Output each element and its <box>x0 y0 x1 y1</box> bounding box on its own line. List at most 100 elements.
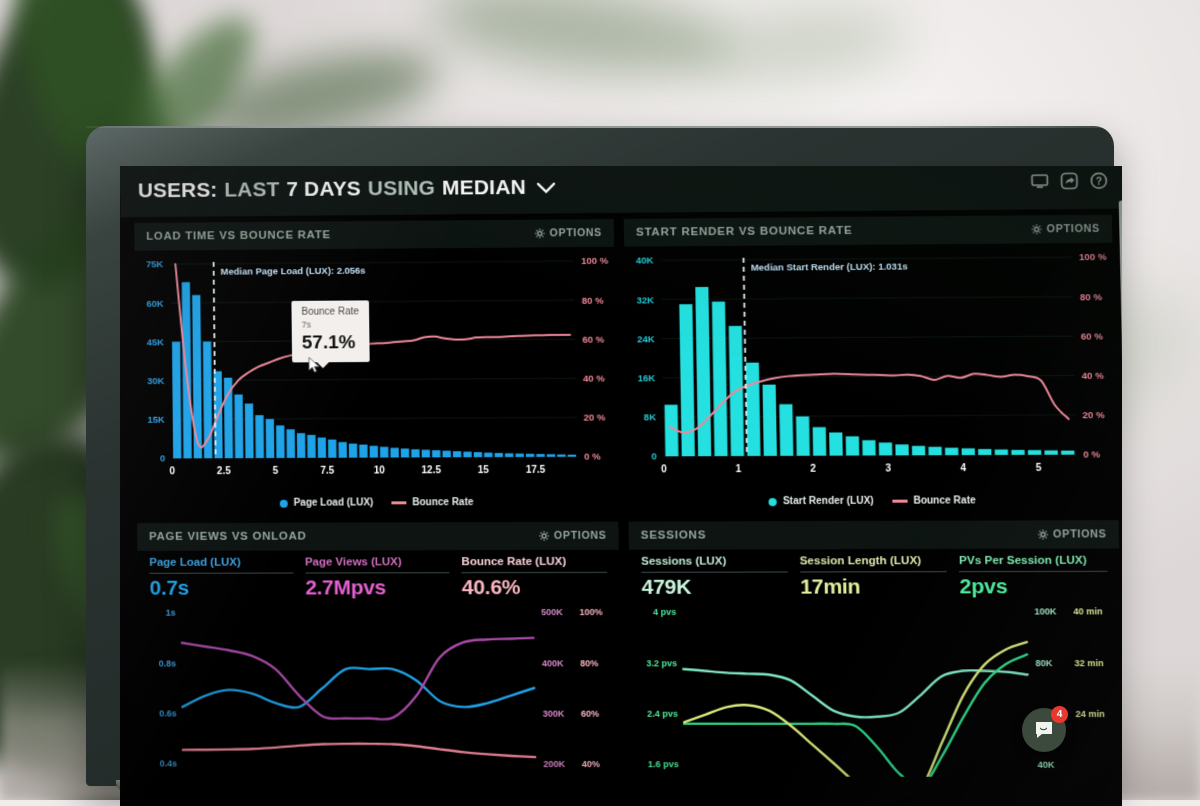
svg-text:4: 4 <box>960 463 966 474</box>
legend-item: Start Render (LUX) <box>768 495 874 508</box>
svg-text:40K: 40K <box>1037 760 1055 770</box>
metric-strip: Sessions (LUX) 479K Session Length (LUX)… <box>629 549 1120 600</box>
chat-unread-count: 4 <box>1051 706 1068 723</box>
title-days: 7 DAYS <box>286 177 362 201</box>
metric-label: Sessions (LUX) <box>641 555 727 568</box>
svg-text:17.5: 17.5 <box>526 465 546 476</box>
legend-label: Page Load (LUX) <box>293 497 374 509</box>
panel-title: START RENDER VS BOUNCE RATE <box>635 224 853 239</box>
metric-rule <box>641 571 788 573</box>
svg-text:100 %: 100 % <box>1079 252 1107 262</box>
metric-page-load: Page Load (LUX) 0.7s <box>149 557 294 601</box>
svg-text:45K: 45K <box>147 337 165 347</box>
svg-text:75K: 75K <box>146 260 164 270</box>
panel-start-render-vs-bounce-rate: START RENDER VS BOUNCE RATE OPTIONS 0 0 %… <box>623 214 1119 512</box>
svg-text:0.4s: 0.4s <box>160 759 178 769</box>
tooltip-value: 57.1% <box>301 332 356 354</box>
tooltip-sub: 7s <box>301 319 312 330</box>
title-metric: MEDIAN <box>441 175 527 200</box>
gear-icon <box>539 531 549 541</box>
share-icon[interactable] <box>1059 171 1080 191</box>
svg-text:60 %: 60 % <box>1081 331 1104 341</box>
laptop-screen: USERS: LAST 7 DAYS USING MEDIAN <box>120 166 1122 806</box>
metric-rule <box>461 571 608 574</box>
gear-icon <box>535 228 545 238</box>
svg-text:0: 0 <box>160 454 165 464</box>
chat-widget-button[interactable]: 4 <box>1022 706 1068 752</box>
tooltip-label: Bounce Rate <box>301 306 360 318</box>
options-button[interactable]: OPTIONS <box>534 227 602 239</box>
chart-load-time-vs-bounce-rate[interactable]: 0 0 % 15K 20 % 30K 40 % 45K 60 % 60K 80 % 75K 100 %… <box>134 246 619 514</box>
svg-text:15K: 15K <box>148 415 166 425</box>
svg-text:?: ? <box>1096 177 1102 188</box>
page-title[interactable]: USERS: LAST 7 DAYS USING MEDIAN <box>138 176 555 204</box>
svg-text:40 %: 40 % <box>1082 371 1105 381</box>
monitor-icon[interactable] <box>1029 171 1050 191</box>
metric-sessions: Sessions (LUX) 479K <box>641 555 788 600</box>
chat-bubble-icon <box>1036 722 1052 738</box>
svg-text:8K: 8K <box>644 412 657 422</box>
svg-text:5: 5 <box>273 466 279 477</box>
legend-line-icon <box>391 501 407 505</box>
metric-rule <box>149 572 294 574</box>
legend-label: Start Render (LUX) <box>782 495 874 508</box>
metric-rule <box>305 572 450 574</box>
help-icon[interactable]: ? <box>1088 171 1109 191</box>
chevron-down-icon[interactable] <box>537 176 555 200</box>
svg-text:3: 3 <box>885 463 891 474</box>
svg-text:40 %: 40 % <box>583 373 606 383</box>
chart-start-render-vs-bounce-rate[interactable]: 0 0 % 8K 20 % 16K 40 % 24K 60 % 32K 80 % 40K 100 % M… <box>624 242 1119 512</box>
panel-page-views-vs-onload: PAGE VIEWS VS ONLOAD OPTIONS Page Load (… <box>137 521 623 777</box>
svg-text:12.5: 12.5 <box>421 465 441 476</box>
svg-text:0: 0 <box>651 452 656 462</box>
metric-value: 479K <box>641 575 692 599</box>
legend-item: Page Load (LUX) <box>279 497 374 509</box>
svg-text:2: 2 <box>810 464 816 475</box>
svg-text:100 %: 100 % <box>581 256 609 266</box>
gear-icon <box>1031 224 1041 234</box>
metric-pvs-per-session: PVs Per Session (LUX) 2pvs <box>959 555 1108 600</box>
metric-value: 0.7s <box>149 576 190 600</box>
svg-text:40K: 40K <box>636 256 654 266</box>
svg-text:80 %: 80 % <box>1080 292 1103 302</box>
svg-text:60K: 60K <box>146 298 164 308</box>
gear-icon <box>1038 529 1048 539</box>
analytics-dashboard: USERS: LAST 7 DAYS USING MEDIAN <box>120 166 1122 806</box>
options-button[interactable]: OPTIONS <box>1038 528 1107 540</box>
options-label: OPTIONS <box>1046 222 1101 236</box>
dashboard-header: USERS: LAST 7 DAYS USING MEDIAN <box>120 166 1122 218</box>
options-button[interactable]: OPTIONS <box>539 530 607 542</box>
svg-text:5: 5 <box>1036 463 1042 474</box>
svg-text:100%: 100% <box>579 607 602 617</box>
metric-value: 2.7Mpvs <box>305 576 387 600</box>
svg-text:0: 0 <box>661 464 667 475</box>
svg-text:0.6s: 0.6s <box>159 708 177 718</box>
header-icon-group: ? <box>1029 171 1109 192</box>
chart-svg: 0 0 % 8K 20 % 16K 40 % 24K 60 % 32K 80 % 40K 100 % M… <box>636 252 1107 475</box>
metric-label: Bounce Rate (LUX) <box>461 555 567 569</box>
svg-text:40 min: 40 min <box>1073 607 1102 617</box>
panel-header: START RENDER VS BOUNCE RATE OPTIONS <box>623 214 1113 247</box>
legend-item: Bounce Rate <box>892 495 976 507</box>
legend-item: Bounce Rate <box>391 497 474 508</box>
svg-text:0 %: 0 % <box>584 452 601 462</box>
svg-text:7.5: 7.5 <box>320 466 334 477</box>
svg-text:0.8s: 0.8s <box>159 658 177 668</box>
svg-text:80%: 80% <box>580 658 598 668</box>
metric-rule <box>799 571 948 573</box>
svg-text:4 pvs: 4 pvs <box>653 607 676 617</box>
svg-text:200K: 200K <box>543 759 565 769</box>
svg-text:30K: 30K <box>147 376 165 386</box>
options-button[interactable]: OPTIONS <box>1031 223 1100 236</box>
title-range: LAST <box>224 178 280 202</box>
legend-label: Bounce Rate <box>913 495 976 507</box>
svg-text:0 %: 0 % <box>1083 450 1101 460</box>
svg-text:32 min: 32 min <box>1074 658 1103 668</box>
svg-text:0: 0 <box>169 466 175 477</box>
metric-rule <box>959 570 1108 573</box>
laptop: USERS: LAST 7 DAYS USING MEDIAN <box>86 126 1122 806</box>
metric-value: 2pvs <box>959 575 1008 599</box>
svg-text:80 %: 80 % <box>582 295 605 305</box>
chart-page-views-vs-onload[interactable]: 1s 0.8s 0.6s 0.4s 500K 400K 300K 200K 100% 80% 60%… <box>138 600 623 776</box>
panel-title: LOAD TIME VS BOUNCE RATE <box>146 229 331 243</box>
